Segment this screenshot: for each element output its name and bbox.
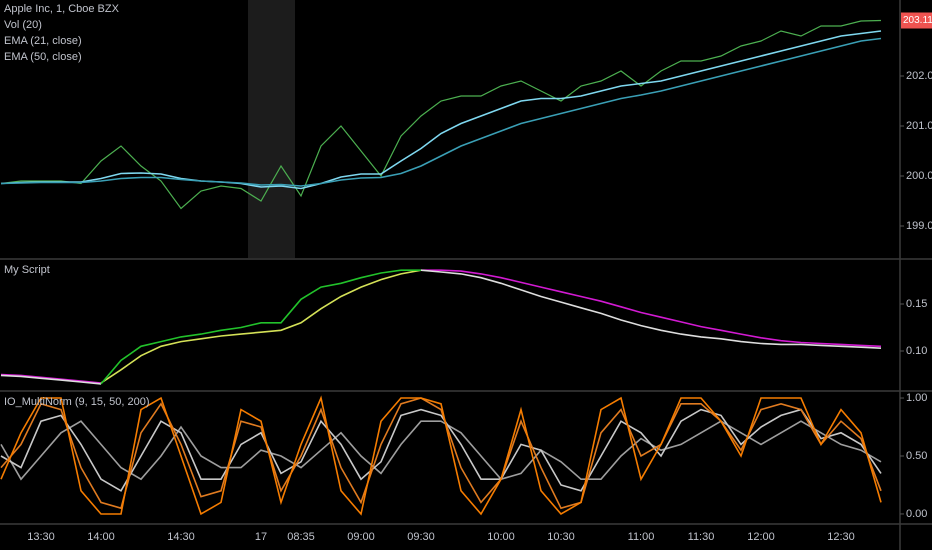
- last-price-tag: [901, 12, 932, 29]
- y-tick-label: 1.00: [906, 392, 927, 404]
- series-line: [0, 19, 882, 210]
- y-tick-label: 202.00: [906, 70, 932, 82]
- series-line: [100, 269, 422, 384]
- y-tick-label: 200.00: [906, 170, 932, 182]
- x-tick-label: 17: [255, 531, 267, 543]
- study-label: EMA (21, close): [4, 35, 82, 47]
- x-tick-label: 12:00: [747, 531, 775, 543]
- x-tick-label: 13:30: [27, 531, 55, 543]
- y-tick-label: 0.10: [906, 345, 927, 357]
- study-label: Vol (20): [4, 19, 42, 31]
- series-line: [0, 37, 882, 187]
- x-tick-label: 14:30: [167, 531, 195, 543]
- series-line: [0, 395, 882, 516]
- study-label: EMA (50, close): [4, 51, 82, 63]
- series-line: [0, 397, 882, 510]
- x-tick-label: 08:35: [287, 531, 315, 543]
- symbol-title: Apple Inc, 1, Cboe BZX: [4, 3, 120, 15]
- series-line: [0, 269, 882, 384]
- panel-title: My Script: [4, 264, 50, 276]
- y-tick-label: 0.50: [906, 450, 927, 462]
- x-tick-label: 09:00: [347, 531, 375, 543]
- x-tick-label: 11:00: [628, 531, 655, 543]
- x-tick-label: 10:30: [547, 531, 575, 543]
- x-tick-label: 14:00: [87, 531, 115, 543]
- series-line: [0, 30, 882, 190]
- y-tick-label: 201.00: [906, 120, 932, 132]
- y-tick-label: 0.00: [906, 508, 927, 520]
- series-line: [0, 269, 882, 385]
- x-tick-label: 10:00: [487, 531, 515, 543]
- session-break: [248, 0, 295, 258]
- panel-title: IO_MultiNorm (9, 15, 50, 200): [4, 396, 150, 408]
- x-tick-label: 12:30: [827, 531, 855, 543]
- y-tick-label: 199.00: [906, 220, 932, 232]
- x-tick-label: 09:30: [407, 531, 435, 543]
- last-price-label: 203.11: [903, 15, 932, 26]
- series-line: [100, 269, 421, 385]
- series-line: [0, 408, 882, 492]
- series-line: [0, 420, 882, 481]
- y-tick-label: 0.15: [906, 298, 927, 310]
- x-tick-label: 11:30: [688, 531, 715, 543]
